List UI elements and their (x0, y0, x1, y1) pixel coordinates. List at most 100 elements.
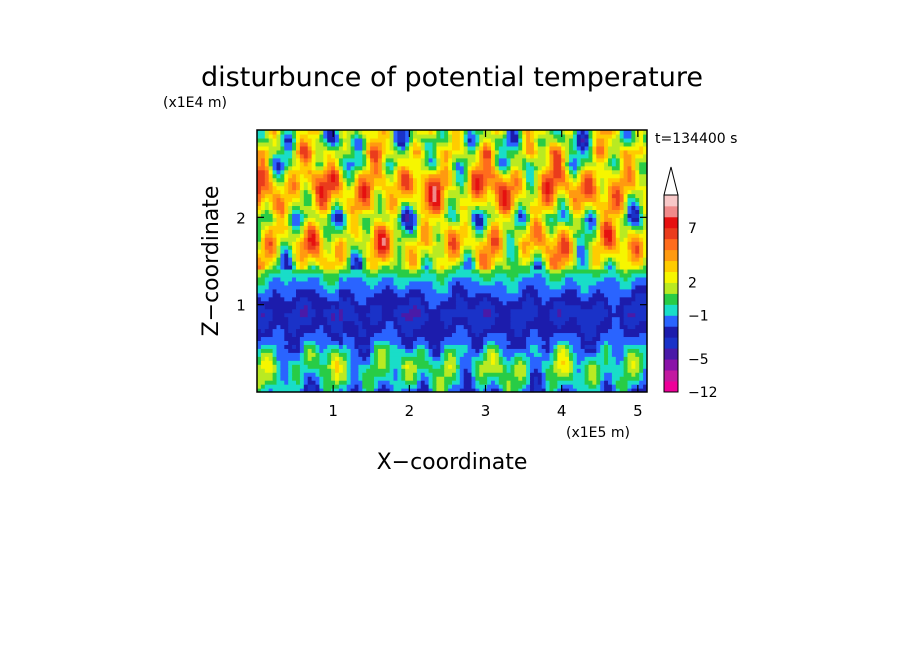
contour-cell (428, 181, 441, 187)
contour-cell (604, 300, 609, 306)
contour-cell (381, 241, 387, 246)
contour-cell (389, 209, 398, 214)
contour-cell (545, 165, 551, 171)
contour-cell (611, 264, 617, 270)
contour-cell (615, 229, 621, 234)
contour-cell (526, 169, 535, 175)
contour-cell (338, 304, 356, 310)
contour-cell (491, 141, 496, 147)
contour-cell (483, 312, 492, 318)
contour-cell (526, 141, 535, 147)
contour-cell (600, 130, 613, 135)
contour-cell (643, 149, 647, 155)
contour-cell (428, 177, 441, 183)
contour-cell (393, 276, 437, 282)
contour-cell (424, 257, 430, 262)
contour-cell (611, 133, 617, 139)
contour-cell (260, 344, 278, 349)
contour-cell (635, 209, 640, 214)
contour-cell (475, 264, 480, 270)
contour-cell (307, 181, 313, 187)
contour-cell (424, 161, 430, 167)
contour-cell (631, 261, 644, 266)
contour-cell (557, 205, 562, 210)
contour-cell (346, 241, 367, 246)
contour-cell (545, 380, 551, 385)
contour-cell (272, 308, 293, 314)
contour-cell (409, 209, 414, 214)
contour-cell (420, 173, 430, 179)
contour-cell (272, 316, 289, 322)
contour-cell (389, 197, 398, 203)
contour-cell (569, 344, 574, 349)
contour-cell (592, 336, 601, 341)
contour-cell (592, 153, 597, 159)
contour-cell (455, 201, 461, 207)
contour-cell (467, 133, 476, 139)
contour-cell (323, 253, 336, 258)
contour-cell (413, 360, 430, 365)
contour-cell (307, 157, 313, 163)
contour-cell (342, 388, 348, 392)
contour-cell (479, 185, 484, 191)
contour-cell (397, 304, 414, 310)
contour-cell (623, 130, 632, 135)
contour-cell (522, 181, 527, 187)
contour-cell (370, 320, 379, 326)
contour-cell (366, 257, 383, 262)
contour-cell (276, 233, 289, 238)
contour-cell (541, 384, 547, 389)
contour-cell (643, 261, 647, 266)
contour-cell (257, 145, 270, 151)
contour-cell (506, 284, 519, 290)
contour-cell (292, 296, 301, 302)
contour-cell (299, 185, 305, 191)
contour-cell (370, 336, 402, 341)
contour-cell (522, 384, 527, 389)
contour-cell (276, 149, 285, 155)
contour-cell (643, 368, 647, 373)
contour-cell (514, 372, 527, 377)
contour-cell (502, 237, 508, 242)
contour-cell (331, 169, 336, 175)
contour-cell (393, 388, 402, 392)
contour-cell (397, 332, 406, 338)
contour-cell (405, 225, 414, 230)
contour-cell (506, 133, 512, 139)
contour-cell (413, 332, 453, 338)
contour-cell (584, 189, 593, 195)
contour-cell (409, 261, 418, 266)
contour-cell (284, 197, 293, 203)
contour-cell (561, 173, 566, 179)
contour-cell (389, 225, 395, 230)
contour-cell (409, 249, 414, 254)
contour-cell (514, 249, 519, 254)
contour-cell (537, 165, 543, 171)
contour-cell (268, 157, 274, 163)
contour-cell (565, 352, 570, 357)
contour-cell (409, 181, 414, 187)
contour-cell (354, 185, 359, 191)
contour-cell (572, 145, 578, 151)
contour-cell (327, 213, 332, 218)
contour-cell (342, 193, 356, 199)
contour-cell (452, 249, 457, 254)
contour-cell (319, 181, 340, 187)
contour-cell (307, 249, 320, 254)
contour-cell (307, 245, 317, 250)
contour-cell (428, 209, 434, 214)
contour-cell (303, 304, 309, 310)
contour-cell (611, 308, 617, 314)
contour-cell (608, 261, 613, 266)
contour-cell (413, 328, 457, 334)
contour-cell (354, 336, 371, 341)
contour-cell (494, 201, 500, 207)
contour-cell (331, 368, 336, 373)
contour-cell (533, 316, 551, 322)
contour-cell (549, 153, 554, 159)
contour-cell (331, 209, 336, 214)
contour-cell (284, 130, 293, 135)
contour-cell (588, 261, 593, 266)
contour-cell (264, 177, 270, 183)
contour-cell (471, 209, 484, 214)
